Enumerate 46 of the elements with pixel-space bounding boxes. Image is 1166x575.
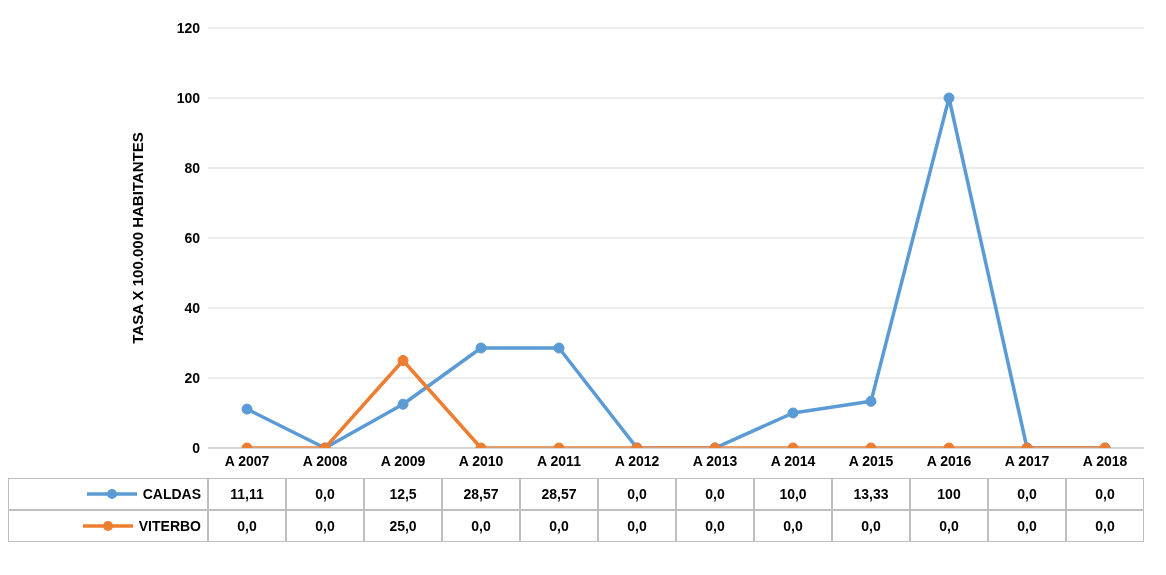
x-tick-label: A 2010	[458, 452, 504, 469]
y-tick-label: 40	[184, 299, 201, 316]
y-tick-label: 120	[176, 19, 201, 36]
data-label: 0,0	[939, 518, 959, 534]
y-axis-title: TASA X 100.000 HABITANTES	[129, 132, 147, 344]
data-label: 11,11	[230, 486, 264, 502]
x-tick-label: A 2014	[770, 452, 816, 469]
data-label: 100	[937, 486, 961, 502]
legend-label: VITERBO	[138, 518, 201, 534]
data-label: 0,0	[627, 518, 647, 534]
data-label: 25,0	[389, 518, 417, 534]
data-label: 0,0	[705, 486, 725, 502]
data-label: 0,0	[783, 518, 803, 534]
data-label: 12,5	[389, 486, 417, 502]
data-label: 0,0	[237, 518, 257, 534]
data-label: 0,0	[705, 518, 725, 534]
y-tick-label: 100	[176, 89, 201, 106]
data-label: 0,0	[861, 518, 881, 534]
data-label: 0,0	[1095, 518, 1115, 534]
data-label: 0,0	[1017, 486, 1037, 502]
data-label: 0,0	[627, 486, 647, 502]
x-tick-label: A 2017	[1004, 452, 1050, 469]
y-tick-label: 0	[192, 439, 201, 456]
data-label: 0,0	[1095, 486, 1115, 502]
x-tick-label: A 2015	[848, 452, 894, 469]
x-tick-label: A 2018	[1082, 452, 1128, 469]
data-label: 0,0	[315, 518, 335, 534]
x-tick-label: A 2009	[380, 452, 426, 469]
data-label: 0,0	[1017, 518, 1037, 534]
x-tick-label: A 2012	[614, 452, 660, 469]
y-tick-label: 60	[184, 229, 201, 246]
y-tick-label: 20	[184, 369, 201, 386]
legend-label: CALDAS	[142, 486, 201, 502]
x-tick-label: A 2007	[224, 452, 270, 469]
data-label: 10,0	[779, 486, 807, 502]
data-label: 28,57	[463, 486, 499, 502]
data-label: 0,0	[471, 518, 491, 534]
x-tick-label: A 2013	[692, 452, 738, 469]
x-tick-label: A 2016	[926, 452, 972, 469]
data-label: 13,33	[853, 486, 889, 502]
data-label: 0,0	[315, 486, 335, 502]
data-label: 28,57	[541, 486, 577, 502]
x-tick-label: A 2008	[302, 452, 348, 469]
data-label: 0,0	[549, 518, 569, 534]
x-tick-label: A 2011	[537, 452, 582, 469]
y-tick-label: 80	[184, 159, 201, 176]
